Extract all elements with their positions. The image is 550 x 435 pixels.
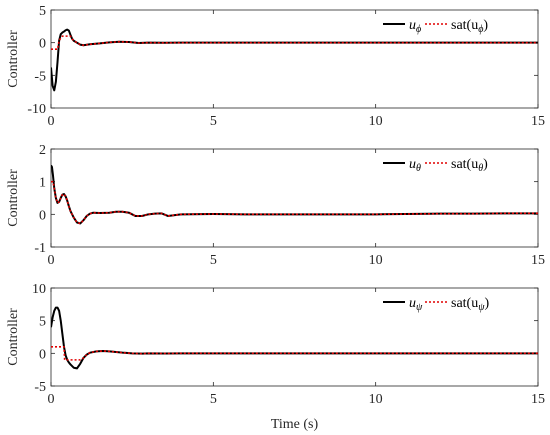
legend: uψ sat(uψ) bbox=[383, 296, 489, 313]
series-control-line bbox=[51, 164, 538, 225]
y-tick-label: -10 bbox=[27, 102, 46, 117]
legend-entry-label: uθ bbox=[409, 157, 421, 174]
x-tick-label: 5 bbox=[210, 114, 217, 129]
y-tick-label: 0 bbox=[39, 208, 46, 223]
series-saturated-line bbox=[51, 346, 538, 361]
x-tick-label: 15 bbox=[531, 114, 545, 129]
y-axis-label: Controller bbox=[6, 169, 21, 227]
y-tick-label: 5 bbox=[39, 315, 46, 330]
x-tick-label: 0 bbox=[48, 253, 55, 268]
axes-frame bbox=[50, 287, 539, 387]
legend-entry-label: sat(uϕ) bbox=[451, 18, 488, 35]
axes-frame bbox=[50, 9, 539, 109]
controller-phi-panel: 0 5 10 15 -10 -5 0 5 Controller uϕ sat(uϕ) bbox=[6, 4, 545, 129]
legend-entry-label: uϕ bbox=[409, 18, 421, 35]
y-axis-label: Controller bbox=[6, 308, 21, 366]
y-axis-label: Controller bbox=[6, 30, 21, 88]
x-tick-label: 10 bbox=[369, 253, 383, 268]
x-axis-label: Time (s) bbox=[271, 417, 319, 432]
series-control-line bbox=[51, 28, 538, 92]
legend: uθ sat(uθ) bbox=[383, 157, 488, 174]
y-tick-label: -5 bbox=[34, 69, 46, 84]
x-tick-label: 10 bbox=[369, 392, 383, 407]
x-tick-label: 0 bbox=[48, 392, 55, 407]
series-control-line bbox=[51, 306, 538, 370]
x-tick-label: 5 bbox=[210, 253, 217, 268]
y-tick-label: 5 bbox=[39, 4, 46, 19]
legend-entry-label: sat(uψ) bbox=[451, 296, 489, 313]
x-tick-label: 5 bbox=[210, 392, 217, 407]
series-saturated-line bbox=[51, 180, 538, 225]
y-tick-label: -1 bbox=[34, 241, 46, 256]
x-tick-label: 15 bbox=[531, 253, 545, 268]
legend-entry-label: sat(uθ) bbox=[451, 157, 488, 174]
y-tick-label: -5 bbox=[34, 380, 46, 395]
legend: uϕ sat(uϕ) bbox=[383, 18, 488, 35]
y-tick-label: 10 bbox=[32, 282, 46, 297]
series-saturated-line bbox=[51, 35, 538, 50]
x-tick-label: 10 bbox=[369, 114, 383, 129]
axes-frame bbox=[50, 148, 539, 248]
y-tick-label: 0 bbox=[39, 37, 46, 52]
y-tick-label: 1 bbox=[39, 176, 46, 191]
legend-entry-label: uψ bbox=[409, 296, 423, 313]
y-tick-label: 0 bbox=[39, 347, 46, 362]
x-tick-label: 15 bbox=[531, 392, 545, 407]
y-tick-label: 2 bbox=[39, 143, 46, 158]
x-tick-label: 0 bbox=[48, 114, 55, 129]
